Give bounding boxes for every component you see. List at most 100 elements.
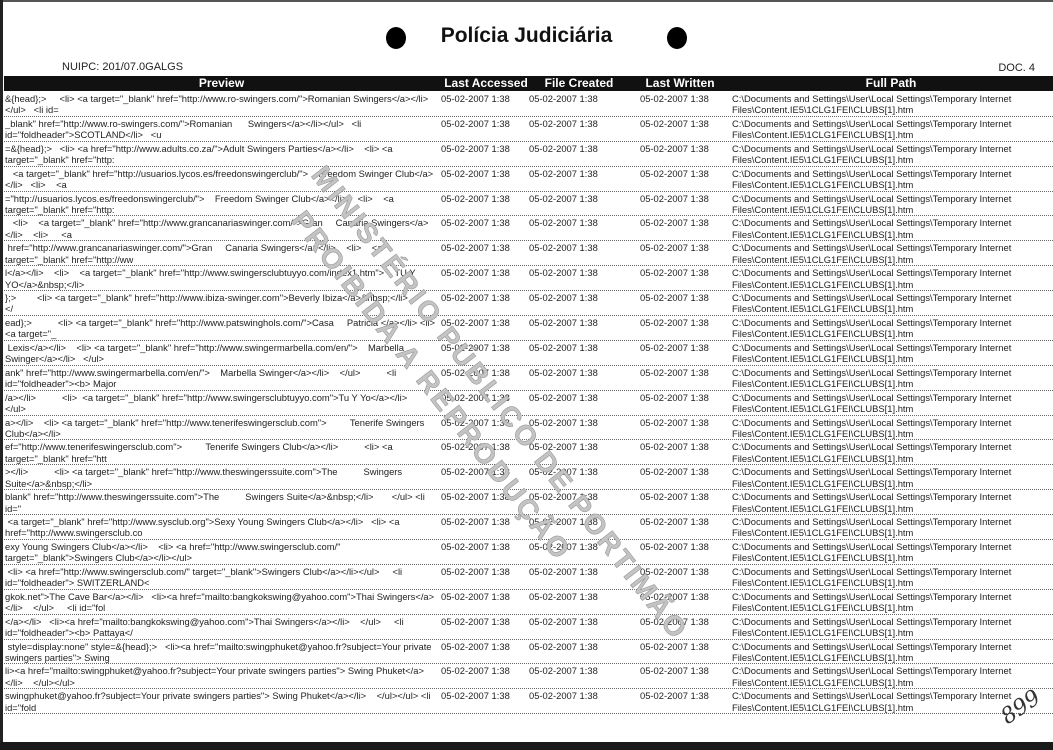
last-written-cell: 05-02-2007 1:38 bbox=[640, 541, 709, 553]
file-created-cell: 05-02-2007 1:38 bbox=[529, 292, 598, 304]
last-written-cell: 05-02-2007 1:38 bbox=[640, 192, 709, 204]
preview-cell: exy Young Swingers Club</a></li> <li> <a… bbox=[5, 541, 344, 564]
last-written-cell: 05-02-2007 1:38 bbox=[640, 615, 709, 627]
column-header-full-path: Full Path bbox=[865, 76, 917, 90]
table-row: <li> <a href="http://www.swingersclub.co… bbox=[4, 565, 1053, 590]
file-created-cell: 05-02-2007 1:38 bbox=[529, 192, 598, 204]
file-created-cell: 05-02-2007 1:38 bbox=[529, 416, 598, 428]
case-number: NUIPC: 201/07.0GALGS bbox=[62, 61, 184, 73]
file-created-cell: 05-02-2007 1:38 bbox=[529, 167, 598, 179]
preview-cell: gkok.net">The Cave Bar</a></li> <li><a h… bbox=[5, 590, 435, 614]
last-written-cell: 05-02-2007 1:38 bbox=[640, 217, 709, 229]
file-created-cell: 05-02-2007 1:38 bbox=[529, 391, 598, 403]
full-path-cell: C:\Documents and Settings\User\Local Set… bbox=[732, 317, 1014, 340]
last-written-cell: 05-02-2007 1:38 bbox=[640, 117, 709, 129]
file-created-cell: 05-02-2007 1:38 bbox=[529, 640, 598, 652]
last-written-cell: 05-02-2007 1:38 bbox=[640, 590, 709, 602]
table-row: style=display:none" style=&{head};> <li>… bbox=[4, 640, 1053, 665]
last-written-cell: 05-02-2007 1:38 bbox=[640, 167, 709, 179]
preview-cell: </a></li> <li><a href="mailto:bangkokswi… bbox=[5, 615, 407, 638]
file-created-cell: 05-02-2007 1:38 bbox=[529, 615, 598, 627]
last-written-cell: 05-02-2007 1:38 bbox=[640, 690, 709, 702]
full-path-cell: C:\Documents and Settings\User\Local Set… bbox=[732, 167, 1014, 190]
column-header-file-created: File Created bbox=[544, 76, 614, 90]
full-path-cell: C:\Documents and Settings\User\Local Set… bbox=[732, 192, 1014, 215]
file-created-cell: 05-02-2007 1:38 bbox=[529, 590, 598, 602]
table-header: Preview Last Accessed File Created Last … bbox=[4, 76, 1053, 91]
last-accessed-cell: 05-02-2007 1:38 bbox=[441, 590, 510, 602]
last-written-cell: 05-02-2007 1:38 bbox=[640, 317, 709, 329]
preview-cell: href="http://www.grancanariaswinger.com/… bbox=[5, 242, 386, 265]
table-row: li><a href="mailto:swingphuket@yahoo.fr?… bbox=[4, 664, 1053, 690]
file-created-cell: 05-02-2007 1:38 bbox=[529, 117, 598, 129]
scan-edge-left bbox=[0, 0, 3, 750]
full-path-cell: C:\Documents and Settings\User\Local Set… bbox=[732, 541, 1014, 564]
table-row: ead};> <li> <a target="_blank" href="htt… bbox=[4, 316, 1053, 341]
page-title: Polícia Judiciária bbox=[440, 24, 613, 47]
full-path-cell: C:\Documents and Settings\User\Local Set… bbox=[732, 690, 1014, 713]
last-written-cell: 05-02-2007 1:38 bbox=[640, 441, 709, 453]
last-accessed-cell: 05-02-2007 1:38 bbox=[441, 117, 510, 129]
preview-cell: <li> <a target="_blank" href="http://www… bbox=[5, 217, 429, 240]
preview-cell: _blank" href="http://www.ro-swingers.com… bbox=[5, 117, 364, 141]
column-header-preview: Preview bbox=[198, 76, 245, 90]
last-accessed-cell: 05-02-2007 1:38 bbox=[441, 242, 510, 254]
table-row: =&{head};> <li> <a href="http://www.adul… bbox=[4, 142, 1053, 167]
last-written-cell: 05-02-2007 1:38 bbox=[640, 292, 709, 304]
preview-cell: ead};> <li> <a target="_blank" href="htt… bbox=[5, 317, 435, 340]
full-path-cell: C:\Documents and Settings\User\Local Set… bbox=[732, 242, 1014, 265]
file-created-cell: 05-02-2007 1:38 bbox=[529, 142, 598, 154]
file-created-cell: 05-02-2007 1:38 bbox=[529, 466, 598, 478]
last-accessed-cell: 05-02-2007 1:38 bbox=[441, 391, 510, 403]
full-path-cell: C:\Documents and Settings\User\Local Set… bbox=[732, 341, 1014, 365]
table-row: <a target="_blank" href="http://www.sysc… bbox=[4, 515, 1053, 541]
last-written-cell: 05-02-2007 1:38 bbox=[640, 366, 709, 378]
last-accessed-cell: 05-02-2007 1:38 bbox=[441, 366, 510, 378]
last-written-cell: 05-02-2007 1:38 bbox=[640, 142, 709, 154]
last-written-cell: 05-02-2007 1:38 bbox=[640, 267, 709, 279]
table-row: &{head};> <li> <a target="_blank" href="… bbox=[4, 92, 1053, 117]
file-created-cell: 05-02-2007 1:38 bbox=[529, 317, 598, 329]
bullet-left-icon bbox=[386, 27, 406, 49]
scan-edge-top bbox=[0, 0, 1053, 2]
table-row: Lexis</a></li> <li> <a target="_blank" h… bbox=[4, 341, 1053, 366]
preview-cell: <li> <a href="http://www.swingersclub.co… bbox=[5, 565, 405, 589]
table-body: &{head};> <li> <a target="_blank" href="… bbox=[4, 92, 1053, 715]
full-path-cell: C:\Documents and Settings\User\Local Set… bbox=[732, 590, 1014, 614]
last-written-cell: 05-02-2007 1:38 bbox=[640, 341, 709, 353]
bullet-right-icon bbox=[667, 27, 687, 49]
preview-cell: };> <li> <a target="_blank" href="http:/… bbox=[5, 292, 434, 315]
table-row: };> <li> <a target="_blank" href="http:/… bbox=[4, 291, 1053, 317]
full-path-cell: C:\Documents and Settings\User\Local Set… bbox=[732, 491, 1014, 514]
full-path-cell: C:\Documents and Settings\User\Local Set… bbox=[732, 366, 1014, 390]
file-created-cell: 05-02-2007 1:38 bbox=[529, 242, 598, 254]
preview-cell: <a target="_blank" href="http://usuarios… bbox=[5, 167, 434, 190]
preview-cell: ></li> <li> <a target="_blank" href="htt… bbox=[5, 466, 405, 489]
full-path-cell: C:\Documents and Settings\User\Local Set… bbox=[732, 416, 1014, 439]
preview-cell: blank" href="http://www.theswingerssuite… bbox=[5, 491, 428, 514]
file-created-cell: 05-02-2007 1:38 bbox=[529, 565, 598, 577]
full-path-cell: C:\Documents and Settings\User\Local Set… bbox=[732, 117, 1014, 141]
last-accessed-cell: 05-02-2007 1:38 bbox=[441, 167, 510, 179]
file-created-cell: 05-02-2007 1:38 bbox=[529, 516, 598, 528]
table-row: blank" href="http://www.theswingerssuite… bbox=[4, 490, 1053, 516]
preview-cell: ef="http://www.tenerifeswingersclub.com"… bbox=[5, 441, 396, 464]
preview-cell: ="http://usuarios.lycos.es/freedonswinge… bbox=[5, 192, 397, 215]
file-created-cell: 05-02-2007 1:38 bbox=[529, 267, 598, 279]
full-path-cell: C:\Documents and Settings\User\Local Set… bbox=[732, 665, 1014, 688]
full-path-cell: C:\Documents and Settings\User\Local Set… bbox=[732, 267, 1014, 290]
last-accessed-cell: 05-02-2007 1:38 bbox=[441, 491, 510, 503]
file-created-cell: 05-02-2007 1:38 bbox=[529, 665, 598, 677]
table-row: swingphuket@yahoo.fr?subject=Your privat… bbox=[4, 689, 1053, 715]
file-created-cell: 05-02-2007 1:38 bbox=[529, 217, 598, 229]
full-path-cell: C:\Documents and Settings\User\Local Set… bbox=[732, 292, 1014, 315]
file-created-cell: 05-02-2007 1:38 bbox=[529, 93, 598, 104]
full-path-cell: C:\Documents and Settings\User\Local Set… bbox=[732, 391, 1014, 414]
table-row: ef="http://www.tenerifeswingersclub.com"… bbox=[4, 440, 1053, 466]
last-written-cell: 05-02-2007 1:38 bbox=[640, 565, 709, 577]
full-path-cell: C:\Documents and Settings\User\Local Set… bbox=[732, 217, 1014, 240]
full-path-cell: C:\Documents and Settings\User\Local Set… bbox=[732, 93, 1014, 116]
full-path-cell: C:\Documents and Settings\User\Local Set… bbox=[732, 565, 1014, 589]
document-number: DOC. 4 bbox=[998, 62, 1035, 74]
table-row: a></li> <li> <a target="_blank" href="ht… bbox=[4, 416, 1053, 441]
